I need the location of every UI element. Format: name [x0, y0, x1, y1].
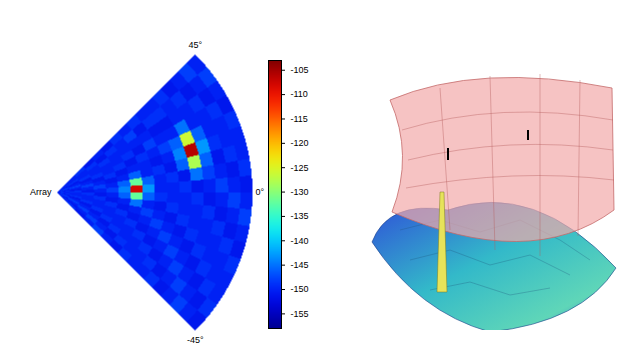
svg-text:-135: -135 — [291, 211, 309, 221]
svg-text:0°: 0° — [256, 187, 265, 197]
svg-text:-115: -115 — [291, 114, 308, 124]
svg-text:-45°: -45° — [187, 335, 204, 345]
svg-text:-140: -140 — [291, 236, 309, 246]
svg-text:-150: -150 — [291, 284, 309, 294]
svg-text:-110: -110 — [291, 89, 308, 99]
svg-text:Array: Array — [30, 187, 52, 197]
svg-text:-125: -125 — [291, 163, 309, 173]
svg-text:-120: -120 — [291, 138, 309, 148]
svg-text:-130: -130 — [291, 187, 309, 197]
svg-text:45°: 45° — [189, 40, 203, 50]
svg-text:-105: -105 — [291, 65, 309, 75]
svg-text:-145: -145 — [291, 260, 309, 270]
svg-text:-155: -155 — [291, 309, 309, 319]
